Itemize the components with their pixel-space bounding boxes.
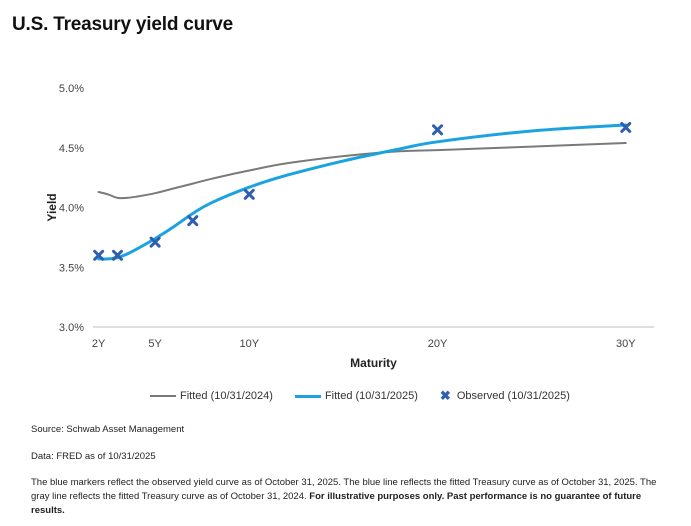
x-tick-label: 5Y xyxy=(148,338,162,350)
y-axis: 3.0% 3.5% 4.0% 4.5% 5.0% xyxy=(59,83,84,334)
legend-label: Fitted (10/31/2024) xyxy=(180,390,273,402)
y-tick-label: 3.0% xyxy=(59,322,84,334)
x-tick-label: 10Y xyxy=(239,338,259,350)
fitted-2025-line xyxy=(97,123,628,261)
legend-item-observed-2025: ✖ Observed (10/31/2025) xyxy=(440,388,570,404)
y-tick-label: 5.0% xyxy=(59,83,84,95)
x-tick-label: 30Y xyxy=(616,338,636,350)
legend-swatch-blue-line xyxy=(294,394,321,398)
legend-item-fitted-2025: Fitted (10/31/2025) xyxy=(294,390,418,402)
source-note: Source: Schwab Asset Management xyxy=(31,424,185,435)
data-note: Data: FRED as of 10/31/2025 xyxy=(31,451,156,462)
description-text: The blue markers reflect the observed yi… xyxy=(31,477,657,502)
observed-point xyxy=(243,188,255,200)
chart-series xyxy=(93,121,632,261)
observed-point xyxy=(432,124,444,136)
x-marker-icon: ✖ xyxy=(439,388,451,403)
y-tick-label: 4.0% xyxy=(59,203,84,215)
yield-curve-chart: 3.0% 3.5% 4.0% 4.5% 5.0% 2Y 5Y 10Y 20Y 30Y Yield… xyxy=(45,83,654,370)
observed-point xyxy=(620,121,632,133)
disclaimer-text: For illustrative purposes only. Past per… xyxy=(31,491,642,516)
observed-point xyxy=(187,215,199,227)
legend-item-fitted-2024: Fitted (10/31/2024) xyxy=(150,390,273,402)
x-axis: 2Y 5Y 10Y 20Y 30Y xyxy=(92,326,654,350)
fitted-2024-line xyxy=(97,142,627,200)
observed-point xyxy=(149,236,161,248)
description-note: The blue markers reflect the observed yi… xyxy=(31,476,671,518)
x-tick-label: 20Y xyxy=(428,338,448,350)
chart-title: U.S. Treasury yield curve xyxy=(12,14,234,35)
legend-label: Fitted (10/31/2025) xyxy=(324,390,418,402)
y-tick-label: 4.5% xyxy=(59,143,84,155)
y-axis-title: Yield xyxy=(45,193,59,221)
observed-point xyxy=(93,249,105,261)
observed-point xyxy=(111,249,123,261)
y-tick-label: 3.5% xyxy=(59,262,84,274)
x-axis-title: Maturity xyxy=(350,356,397,370)
legend: Fitted (10/31/2024) Fitted (10/31/2025) … xyxy=(150,388,592,404)
legend-label: Observed (10/31/2025) xyxy=(456,390,570,402)
x-tick-label: 2Y xyxy=(92,338,106,350)
legend-swatch-gray-line xyxy=(150,395,176,397)
